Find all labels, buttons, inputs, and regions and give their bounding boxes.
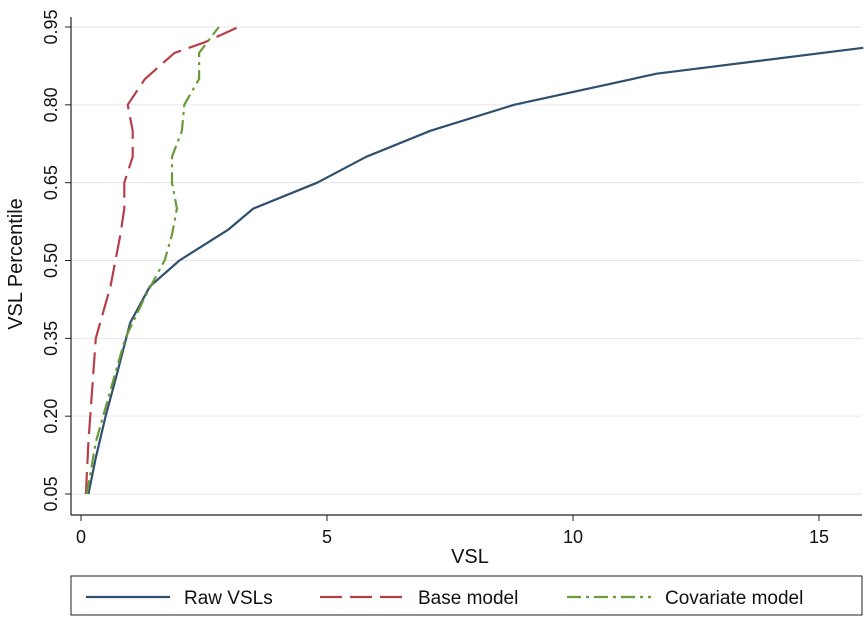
- y-tick-label: 0.95: [41, 9, 61, 44]
- y-tick-label: 0.05: [41, 476, 61, 511]
- y-axis-ticks: 0.05 0.20 0.35 0.50 0.65 0.80 0.95: [41, 9, 71, 512]
- series-lines: [84, 25, 864, 495]
- y-tick-label: 0.20: [41, 399, 61, 434]
- series-line-3: [85, 26, 220, 495]
- y-tick-label: 0.80: [41, 87, 61, 122]
- gridlines: [71, 26, 862, 495]
- x-axis-ticks: 0 5 10 15: [76, 515, 829, 547]
- legend: Raw VSLs Base model Covariate model: [70, 575, 863, 616]
- legend-label: Covariate model: [665, 588, 803, 609]
- x-tick-label: 15: [809, 527, 829, 547]
- y-axis-title: VSL Percentile: [5, 198, 27, 330]
- x-tick-label: 10: [563, 527, 583, 547]
- legend-box: [70, 575, 863, 616]
- x-tick-label: 5: [322, 527, 332, 547]
- x-axis-title: VSL: [451, 546, 489, 568]
- legend-label: Raw VSLs: [184, 588, 273, 609]
- x-tick-label: 0: [76, 527, 86, 547]
- y-tick-label: 0.65: [41, 165, 61, 200]
- legend-label: Base model: [418, 588, 518, 609]
- series-line-1: [87, 46, 864, 495]
- y-tick-label: 0.50: [41, 243, 61, 278]
- y-tick-label: 0.35: [41, 321, 61, 356]
- series-line-2: [84, 25, 239, 495]
- axes: [70, 17, 862, 516]
